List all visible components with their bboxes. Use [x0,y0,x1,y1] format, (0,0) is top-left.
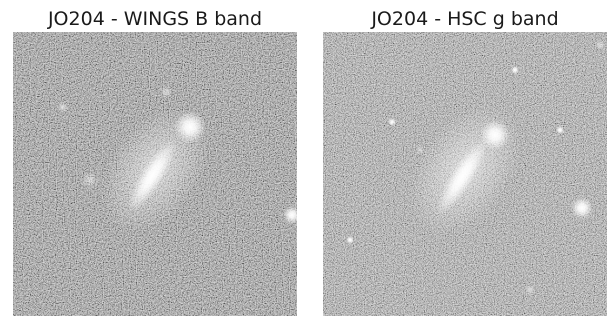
figure: JO204 - WINGS B band JO204 - HSC g band [0,0,609,318]
image-panel [13,32,301,316]
panel-title: JO204 - HSC g band [370,8,558,30]
panel-title: JO204 - WINGS B band [47,8,262,30]
image-panel [323,32,607,316]
page: {"panels": [{"title": "JO204 - WINGS B b… [0,0,609,318]
